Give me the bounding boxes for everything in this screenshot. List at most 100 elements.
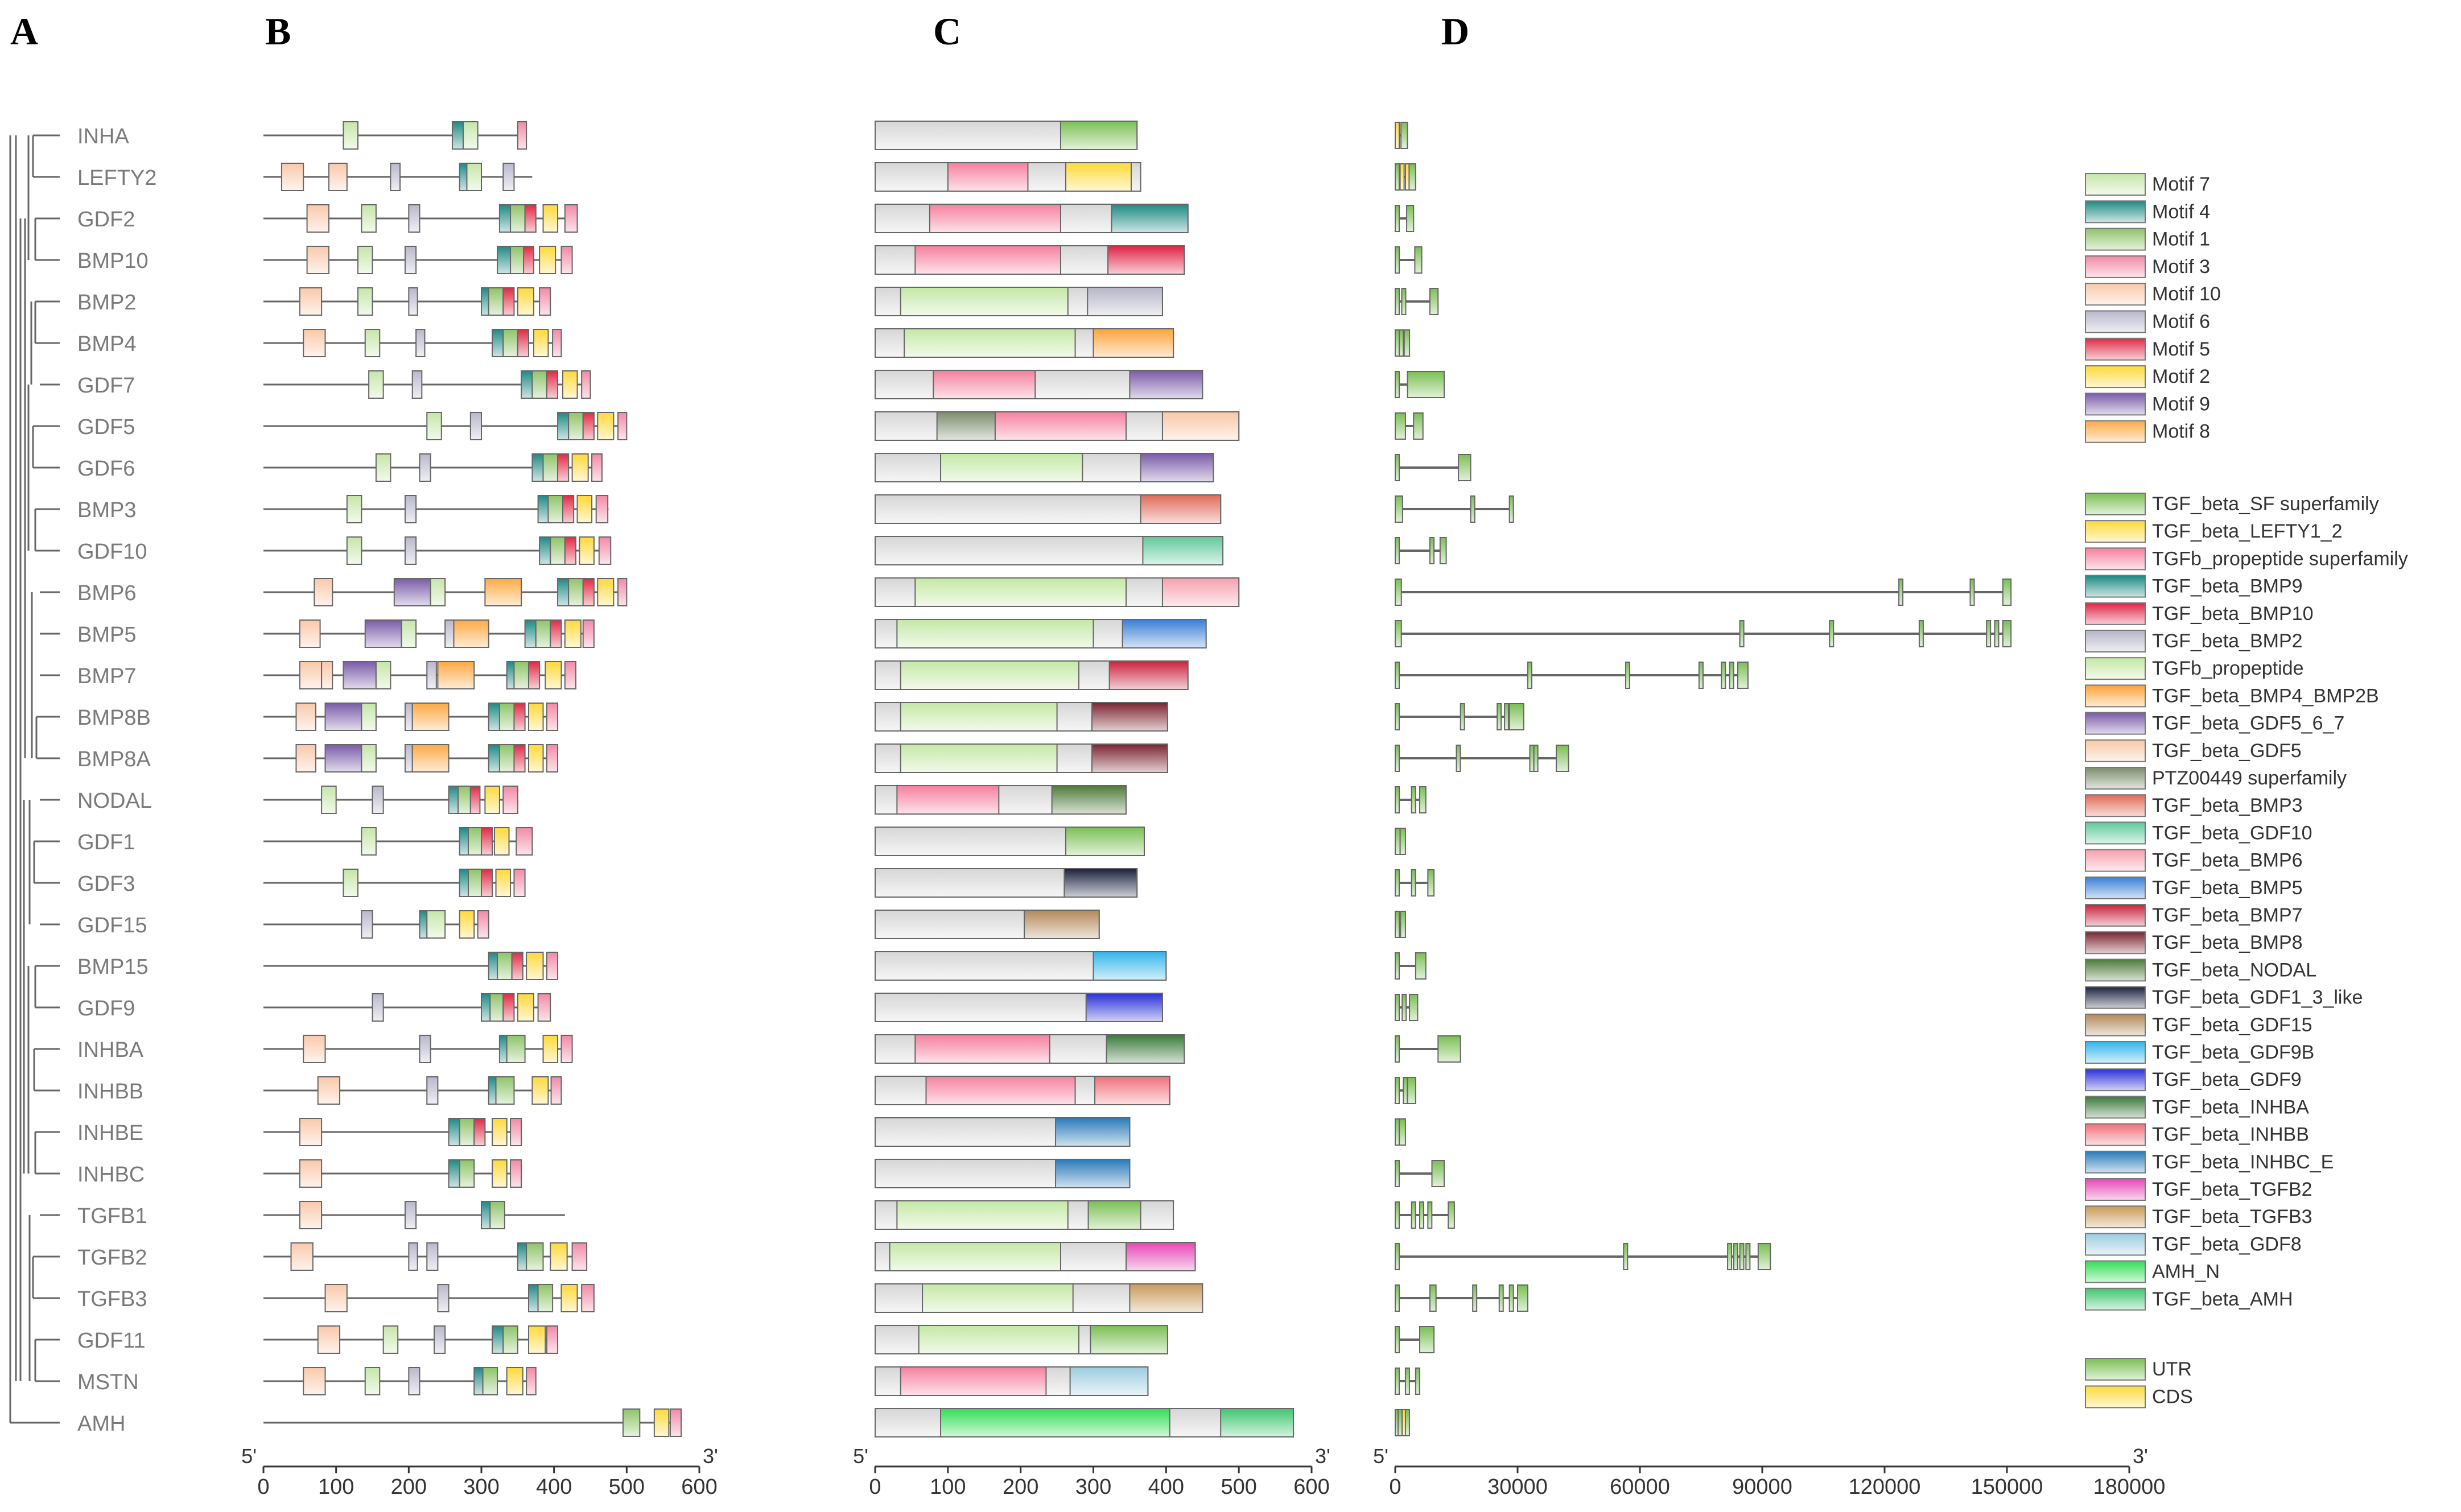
gene-label-bmp8a: BMP8A (77, 747, 151, 771)
exon-box (1429, 1284, 1437, 1312)
exon-box (1721, 662, 1726, 689)
gene-label-inhbb: INHBB (77, 1080, 143, 1104)
motif-box (375, 661, 391, 689)
motif-box (513, 661, 529, 689)
gene-label-gdf7: GDF7 (77, 374, 135, 398)
domain-legend-swatch-tgf-beta-bmp9 (2085, 575, 2146, 598)
motif-box (481, 287, 489, 316)
gene-label-gdf6: GDF6 (77, 457, 135, 481)
domain-legend-swatch-tgfb-propeptide-superfamily (2085, 547, 2146, 571)
domain-box (900, 1366, 1047, 1396)
motif-box (372, 786, 384, 814)
motif-box (531, 370, 547, 399)
exon-box (1986, 620, 1992, 647)
motif-box (517, 1242, 527, 1271)
motif-box (361, 744, 377, 772)
motif-box (314, 578, 333, 606)
domain-legend-label-tgf-beta-bmp6: TGF_beta_BMP6 (2152, 850, 2303, 871)
exon-box (1395, 371, 1400, 398)
exon-box (1419, 1326, 1435, 1353)
gene-label-gdf15: GDF15 (77, 914, 147, 937)
motif-box (489, 993, 504, 1022)
motif-box (477, 910, 489, 939)
motif-box (517, 329, 529, 357)
motif-box (357, 287, 373, 316)
axis-c-3prime: 3' (1315, 1444, 1330, 1468)
domain-legend-label-tgf-beta-inhbb: TGF_beta_INHBB (2152, 1124, 2309, 1146)
motif-box (488, 952, 498, 980)
exon-box (2002, 620, 2012, 647)
gene-label-bmp2: BMP2 (77, 291, 136, 315)
domain-legend-swatch-tgf-beta-lefty1-2 (2085, 520, 2146, 543)
motif-box (531, 1076, 549, 1105)
gene-legend-label-cds: CDS (2152, 1386, 2193, 1408)
domain-box (1129, 1283, 1203, 1313)
exon-box (1395, 911, 1400, 938)
exon-box (1395, 122, 1400, 149)
motif-box (595, 495, 609, 523)
domain-legend-swatch-tgf-beta-gdf9b (2085, 1041, 2146, 1064)
exon-box (1556, 745, 1569, 772)
motif-box (550, 536, 566, 565)
gene-label-bmp3: BMP3 (77, 498, 136, 522)
domain-legend-label-ptz00449-superfamily: PTZ00449 superfamily (2152, 767, 2347, 789)
exon-box (1395, 495, 1403, 523)
domain-box (1055, 1159, 1131, 1188)
exon-box (1395, 537, 1400, 564)
exon-box (1969, 579, 1975, 606)
motif-legend-swatch-motif-4 (2085, 200, 2146, 224)
exon-box (1623, 1243, 1629, 1270)
motif-box (468, 869, 483, 897)
motif-box (401, 619, 417, 648)
exon-box (1395, 1243, 1400, 1270)
motif-box (419, 910, 428, 939)
motif-box (564, 536, 576, 565)
exon-box (1395, 1118, 1400, 1146)
domain-box (1087, 1200, 1141, 1230)
motif-box (506, 1367, 523, 1395)
motif-box (451, 121, 464, 150)
motif-box (404, 1201, 417, 1229)
gene-legend-swatch-cds (2085, 1385, 2146, 1408)
motif-box (488, 744, 500, 772)
domain-box (900, 743, 1058, 773)
motif-box (669, 1408, 682, 1437)
motif-box (622, 1408, 641, 1437)
exon-box (1739, 620, 1745, 647)
exon-box (1403, 1077, 1408, 1104)
motif-box (324, 703, 362, 731)
motif-box (481, 993, 491, 1022)
domain-box (1065, 827, 1145, 856)
motif-box (517, 993, 534, 1022)
gene-label-bmp10: BMP10 (77, 249, 149, 273)
domain-legend-swatch-tgfb-propeptide (2085, 657, 2146, 680)
phylogenetic-tree (9, 134, 60, 1424)
motif-box (426, 1076, 439, 1105)
domain-box (1093, 328, 1174, 358)
motif-box (562, 370, 578, 399)
gene-label-mstn: MSTN (77, 1370, 139, 1394)
motif-box (617, 578, 628, 606)
motif-box (564, 204, 578, 233)
motif-box (317, 1076, 341, 1105)
domain-legend-swatch-tgf-beta-bmp6 (2085, 849, 2146, 872)
gene-label-inhbc: INHBC (77, 1163, 145, 1187)
motif-box (453, 619, 489, 648)
domain-legend-swatch-tgf-beta-bmp7 (2085, 904, 2146, 927)
exon-box (1733, 1243, 1738, 1270)
domain-box (1091, 743, 1168, 773)
exon-box (1395, 952, 1400, 980)
axis-b-tick-label: 0 (257, 1475, 269, 1499)
domain-panel (875, 121, 1295, 1437)
gene-label-inha: INHA (77, 125, 129, 148)
motif-legend-swatch-motif-10 (2085, 283, 2146, 306)
motif-box (411, 744, 450, 772)
exon-box (1739, 1243, 1745, 1270)
motif-box (537, 1284, 554, 1312)
exon-box (1395, 786, 1400, 813)
motif-box (299, 661, 323, 689)
gene-label-inhba: INHBA (77, 1038, 144, 1062)
gene-label-nodal: NODAL (77, 789, 152, 813)
domain-legend-label-tgf-beta-tgfb2: TGF_beta_TGFB2 (2152, 1179, 2312, 1200)
axis-d-tick-label: 90000 (1732, 1475, 1792, 1499)
